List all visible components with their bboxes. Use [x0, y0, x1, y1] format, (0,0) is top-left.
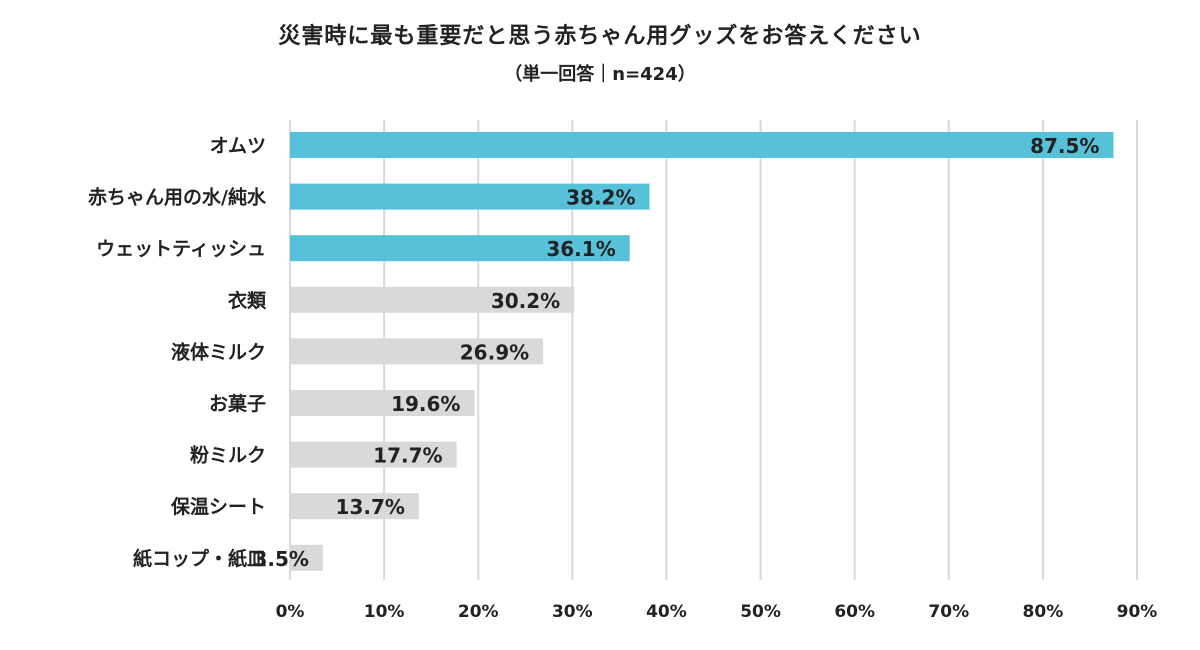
bar-value-label: 30.2% — [491, 289, 560, 313]
category-label: 赤ちゃん用の水/純水 — [88, 186, 267, 209]
x-axis-ticks: 0% 10% 20% 30% 40% 50% 60% 70% 80% 90% — [276, 602, 1158, 622]
bar-value-label: 13.7% — [336, 495, 405, 519]
bar-value-label: 36.1% — [546, 237, 615, 261]
x-tick-label: 50% — [740, 602, 781, 622]
x-tick-label: 30% — [552, 602, 593, 622]
category-label: 保温シート — [170, 495, 266, 518]
x-tick-label: 90% — [1117, 602, 1158, 622]
bars: 87.5% 38.2% 36.1% 30.2% 26.9% 19.6% 17.7% 13.7%… — [253, 132, 1114, 571]
bar-value-label: 87.5% — [1030, 134, 1099, 158]
bar — [290, 132, 1114, 158]
x-tick-label: 70% — [928, 602, 969, 622]
bar-value-label: 17.7% — [373, 444, 442, 468]
category-label: 衣類 — [228, 289, 267, 312]
category-label: お菓子 — [209, 392, 266, 415]
bar-value-label: 38.2% — [566, 186, 635, 210]
bar — [290, 235, 630, 262]
x-tick-label: 60% — [834, 602, 875, 622]
category-label: 紙コップ・紙皿 — [133, 547, 266, 570]
bar-value-label: 3.5% — [253, 547, 308, 571]
bar — [290, 338, 544, 365]
bar — [290, 441, 457, 468]
bar — [290, 390, 475, 416]
x-tick-label: 0% — [276, 602, 305, 622]
bar — [290, 286, 575, 313]
category-label: 粉ミルク — [190, 444, 266, 467]
x-tick-label: 10% — [364, 602, 405, 622]
bar-value-label: 26.9% — [460, 340, 529, 364]
chart-title: 災害時に最も重要だと思う赤ちゃん用グッズをお答えください — [278, 24, 922, 49]
chart-subtitle: （単一回答｜n=424） — [504, 64, 696, 85]
x-tick-label: 20% — [458, 602, 499, 622]
bar-value-label: 19.6% — [391, 392, 460, 416]
category-label: 液体ミルク — [171, 340, 266, 363]
category-label: オムツ — [210, 135, 266, 157]
x-tick-label: 40% — [646, 602, 687, 622]
category-labels: オムツ赤ちゃん用の水/純水ウェットティッシュ衣類液体ミルクお菓子粉ミルク保温シー… — [88, 135, 267, 570]
bar — [290, 544, 323, 571]
bar — [290, 493, 419, 520]
bar — [290, 183, 650, 210]
x-tick-label: 80% — [1023, 602, 1064, 622]
category-label: ウェットティッシュ — [96, 238, 266, 260]
